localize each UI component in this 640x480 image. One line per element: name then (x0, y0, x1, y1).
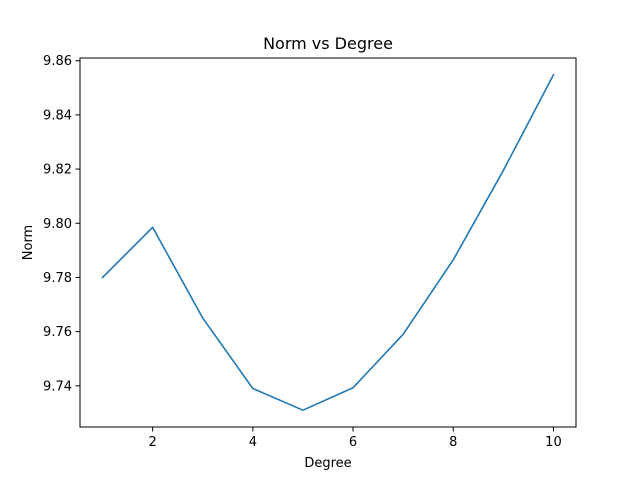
x-axis-label: Degree (304, 456, 351, 471)
chart-title: Norm vs Degree (263, 34, 393, 53)
y-axis-label: Norm (21, 225, 36, 260)
y-tick-label: 9.78 (43, 271, 72, 286)
y-tick-label: 9.76 (43, 325, 72, 340)
y-tick-label: 9.74 (43, 379, 72, 394)
y-tick-label: 9.84 (43, 108, 72, 123)
y-tick-label: 9.86 (43, 54, 72, 69)
x-tick-label: 6 (349, 435, 357, 450)
x-tick-label: 8 (449, 435, 457, 450)
y-tick-label: 9.80 (43, 217, 72, 232)
series-group (101, 73, 555, 412)
x-tick-label: 4 (249, 435, 257, 450)
x-tick-label: 10 (545, 435, 562, 450)
x-axis-ticks: 2 4 6 8 10 (149, 427, 562, 450)
x-tick-label: 2 (149, 435, 157, 450)
y-axis-ticks: 9.74 9.76 9.78 9.80 9.82 9.84 9.86 (43, 54, 80, 394)
y-tick-label: 9.82 (43, 163, 72, 178)
plot-frame (79, 57, 577, 428)
plot-area-background (80, 58, 576, 427)
series-line (101, 73, 555, 412)
